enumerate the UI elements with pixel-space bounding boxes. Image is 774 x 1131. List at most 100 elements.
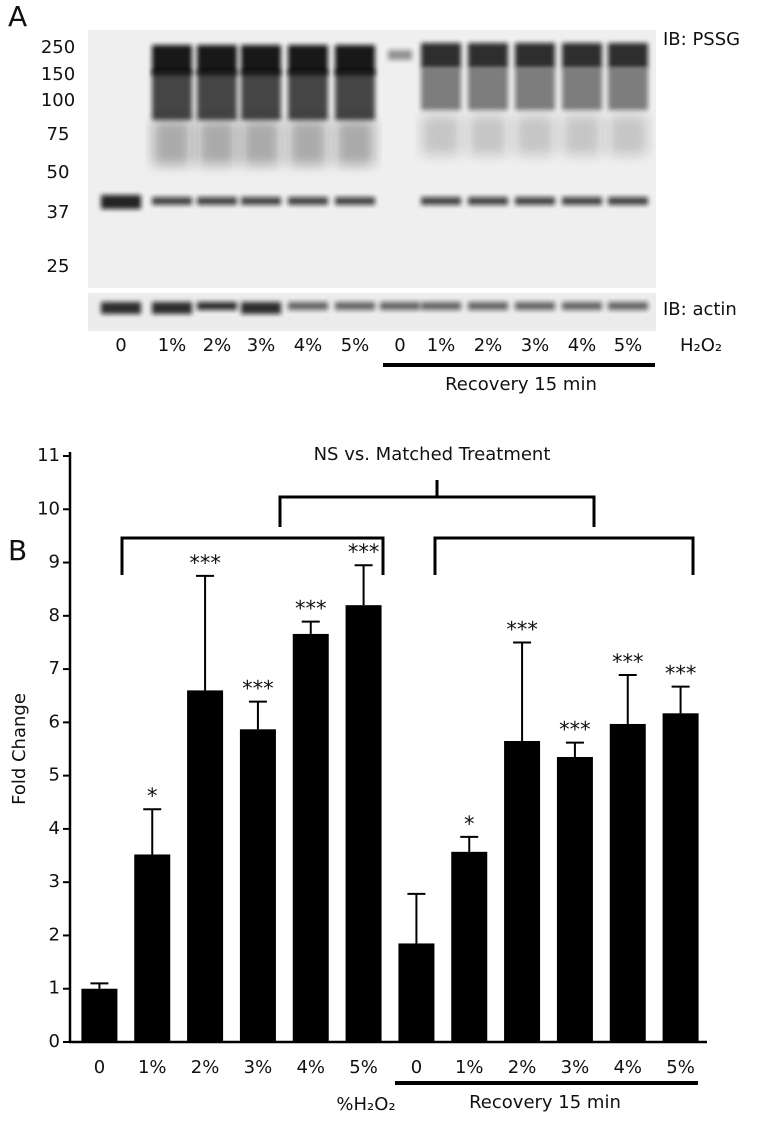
bar-chart: B Fold Change %H₂O₂ Recovery 15 min NS v… [8,444,707,1115]
blot-band [336,120,374,165]
lane-label: 0 [394,335,405,356]
blot-band [421,43,461,68]
x-tick-label: 2% [508,1057,537,1078]
y-tick-label: 5 [49,765,60,786]
bar [504,741,541,1042]
significance: *** [612,650,644,674]
group-label: Recovery 15 min [469,1092,621,1113]
lane-label: 4% [568,335,597,356]
significance: *** [665,662,697,686]
significance: * [464,812,475,836]
recovery-label: Recovery 15 min [445,374,597,395]
blot-band [468,68,508,110]
bar [451,851,488,1042]
blot-band [101,195,141,209]
blot-band [562,43,602,68]
mw-marker: 50 [47,162,70,183]
y-tick-label: 0 [49,1031,60,1052]
significance: *** [348,540,380,564]
blot-band [288,302,328,310]
lane-label: 5% [341,335,370,356]
blot-band [468,302,508,310]
blot-band [468,43,508,68]
y-tick-label: 9 [49,552,60,573]
loading-label: IB: actin [663,299,737,320]
y-tick-label: 2 [49,924,60,945]
blot-band [335,302,375,310]
mw-marker: 25 [47,256,70,277]
blot-band [469,115,507,155]
blot-band [241,70,281,120]
bar [345,605,382,1042]
y-tick-label: 1 [49,978,60,999]
blot-band [516,115,554,155]
blot-band [563,115,601,155]
western-blot [88,30,656,331]
bar [609,723,646,1042]
blot-band [422,115,460,155]
blot-label: IB: PSSG [663,29,740,50]
significance: *** [295,597,327,621]
blot-band [421,197,461,205]
x-tick-label: 5% [349,1057,378,1078]
y-tick-label: 3 [49,871,60,892]
x-tick-label: 0 [94,1057,105,1078]
blot-band [288,197,328,205]
blot-band [380,302,420,310]
lane-label: 2% [474,335,503,356]
blot-band [197,70,237,120]
bar [662,713,699,1042]
y-tick-label: 7 [49,658,60,679]
significance: *** [506,617,538,641]
blot-band [608,43,648,68]
significance: *** [189,551,221,575]
bar [398,943,435,1042]
blot-band [241,302,281,314]
blot-band [421,302,461,310]
blot-band [608,302,648,310]
lane-label: 2% [203,335,232,356]
blot-band [335,70,375,120]
lane-label: 0 [115,335,126,356]
bar [187,690,224,1042]
blot-band [515,68,555,110]
x-axis-label: %H₂O₂ [336,1094,395,1115]
mw-marker: 75 [47,124,70,145]
blot-band [562,197,602,205]
blot-band [152,197,192,205]
blot-band [198,120,236,165]
bar [292,633,329,1042]
blot-band [101,302,141,314]
significance: *** [242,677,274,701]
bar [81,988,118,1042]
blot-band [421,68,461,110]
bar [239,729,276,1042]
blot-band [152,70,192,120]
y-axis-label: Fold Change [9,693,30,805]
blot-band [515,302,555,310]
blot-band [197,197,237,205]
blot-band [562,68,602,110]
blot-band [608,197,648,205]
x-tick-label: 4% [613,1057,642,1078]
blot-band [515,43,555,68]
lane-label: 5% [614,335,643,356]
blot-band [289,120,327,165]
blot-band [242,120,280,165]
blot-band [152,302,192,314]
blot-band [241,197,281,205]
blot-band [515,197,555,205]
x-tick-label: 3% [561,1057,590,1078]
blot-band [562,302,602,310]
y-tick-label: 6 [49,711,60,732]
x-tick-label: 0 [411,1057,422,1078]
comparison-label: NS vs. Matched Treatment [314,444,551,465]
panel-label: A [8,0,27,33]
y-tick-label: 4 [49,818,60,839]
lane-label: 4% [294,335,323,356]
comparison-bracket [120,480,695,575]
blot-band [608,68,648,110]
significance: * [147,784,158,808]
blot-band [197,302,237,310]
